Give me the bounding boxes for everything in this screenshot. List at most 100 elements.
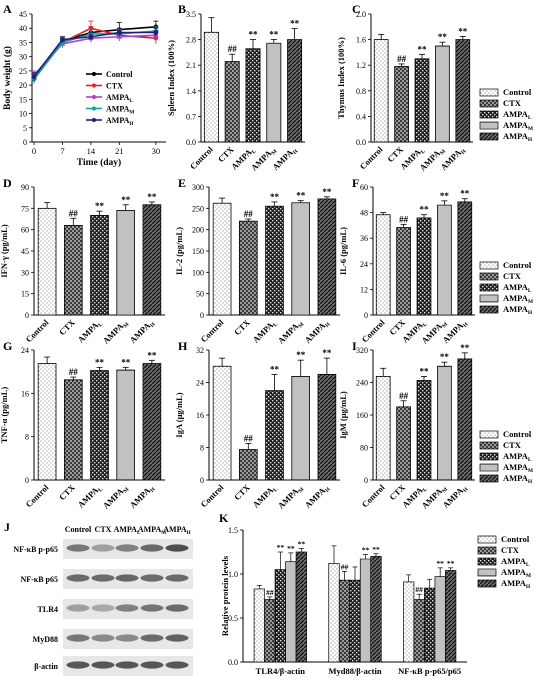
bar: [437, 204, 452, 316]
significance-mark: **: [372, 545, 380, 554]
y-tick-label: 35: [19, 38, 27, 47]
blot-band: [91, 634, 115, 642]
legend-swatch: [479, 121, 499, 130]
blot-band: [91, 604, 115, 612]
y-axis-label: Spleen Index (100%): [166, 40, 176, 116]
significance-mark: ##: [399, 214, 409, 224]
y-tick-label: 16: [196, 411, 204, 420]
y-tick-label: 0: [23, 138, 27, 147]
blot-band: [66, 544, 90, 552]
category-label: AMPAH: [441, 482, 471, 512]
significance-mark: **: [436, 559, 444, 568]
bar: [317, 198, 337, 316]
legend-label: AMPAL: [106, 93, 133, 104]
bar: [359, 558, 372, 663]
legend-label: AMPAM: [503, 293, 534, 305]
category-label: AMPAM: [276, 317, 306, 347]
y-tick-label: 80: [360, 444, 368, 453]
y-tick-label: 5: [23, 124, 27, 133]
legend-swatch: [479, 110, 499, 119]
legend-swatch: [479, 294, 499, 303]
category-label: AMPAM: [101, 317, 131, 347]
y-tick-label: 240: [356, 379, 368, 388]
significance-mark: **: [420, 366, 430, 376]
blot-band: [140, 574, 164, 582]
y-tick-label: 1.2: [356, 61, 366, 70]
significance-mark: ##: [341, 562, 349, 571]
bar: [295, 551, 307, 663]
data-point: [31, 74, 37, 79]
y-axis-label: Thymus Index (100%): [336, 37, 346, 119]
y-tick-label: 0: [200, 476, 204, 485]
x-tick-label: 0: [32, 146, 36, 156]
significance-mark: **: [440, 191, 450, 201]
blot-band: [140, 634, 164, 642]
blot-band: [91, 661, 115, 669]
bar: [370, 556, 382, 663]
y-tick-label: 150: [192, 247, 204, 256]
category-label: AMPAH: [303, 482, 333, 512]
significance-mark: **: [322, 187, 332, 197]
panel-label-b: B: [178, 2, 186, 16]
significance-mark: **: [460, 189, 470, 199]
legend-swatch: [479, 463, 499, 472]
bar: [375, 214, 391, 316]
bar: [116, 210, 136, 316]
bar: [264, 599, 276, 663]
category-label: Control: [360, 317, 387, 344]
significance-mark: **: [447, 559, 455, 568]
panel-label-d: D: [3, 176, 12, 190]
blot-band: [66, 634, 90, 642]
y-axis-label: TNF-α (pg/mL): [0, 387, 9, 444]
significance-mark: **: [298, 539, 306, 548]
legend-label: AMPAL: [503, 109, 532, 121]
bar: [238, 220, 258, 316]
y-tick-label: 24: [196, 379, 204, 388]
x-tick-label: 14: [87, 146, 96, 156]
panel-label-a: A: [3, 2, 12, 16]
legend-label: AMPAM: [106, 105, 134, 116]
legend-label: CTX: [106, 82, 123, 91]
legend-marker: [91, 83, 97, 88]
legend-label: CTX: [503, 271, 522, 281]
bar: [455, 39, 471, 143]
y-tick-label: 10: [19, 110, 27, 119]
bar: [291, 376, 311, 481]
significance-mark: ##: [266, 588, 274, 597]
legend-label: CTX: [503, 440, 522, 450]
significance-mark: **: [95, 201, 105, 211]
y-tick-label: 12: [360, 285, 368, 294]
bar: [375, 376, 391, 481]
y-tick-label: 3.5: [186, 10, 196, 19]
y-tick-label: 32: [196, 346, 204, 355]
legend-label: AMPAH: [106, 116, 133, 127]
panel-label-k: K: [219, 511, 229, 525]
blot-band: [165, 634, 189, 642]
y-tick-label: 25: [19, 67, 27, 76]
bar: [266, 42, 282, 143]
y-tick-label: 1.5: [228, 526, 238, 535]
legend-swatch: [479, 272, 499, 281]
y-tick-label: 90: [21, 183, 29, 192]
x-axis-label: Time (day): [77, 157, 121, 168]
y-tick-label: 15: [21, 290, 29, 299]
lane-label: AMPAH: [163, 525, 190, 536]
blot-band: [115, 544, 139, 552]
bar: [224, 61, 240, 143]
panel-label-e: E: [178, 176, 186, 190]
category-label: NF-κB p-p65/p65: [398, 666, 461, 676]
significance-mark: **: [362, 546, 370, 555]
y-tick-label: 8: [25, 433, 29, 442]
legend-swatch: [479, 261, 499, 270]
blot-row-label: NF-κB p-p65: [13, 545, 58, 554]
bar: [457, 201, 473, 316]
bar: [373, 39, 389, 143]
y-tick-label: 15: [19, 95, 27, 104]
bar: [291, 202, 311, 316]
category-label: AMPAM: [101, 482, 131, 512]
blot-band: [66, 574, 90, 582]
panel-h: 0 8 16 24 32 IgA (μg/mL) Control ## CTX ** AMPAL **…: [174, 346, 340, 512]
panel-c: 0.0 0.4 0.8 1.2 1.6 2.0 Thymus Index (100%) Con…: [336, 10, 473, 174]
